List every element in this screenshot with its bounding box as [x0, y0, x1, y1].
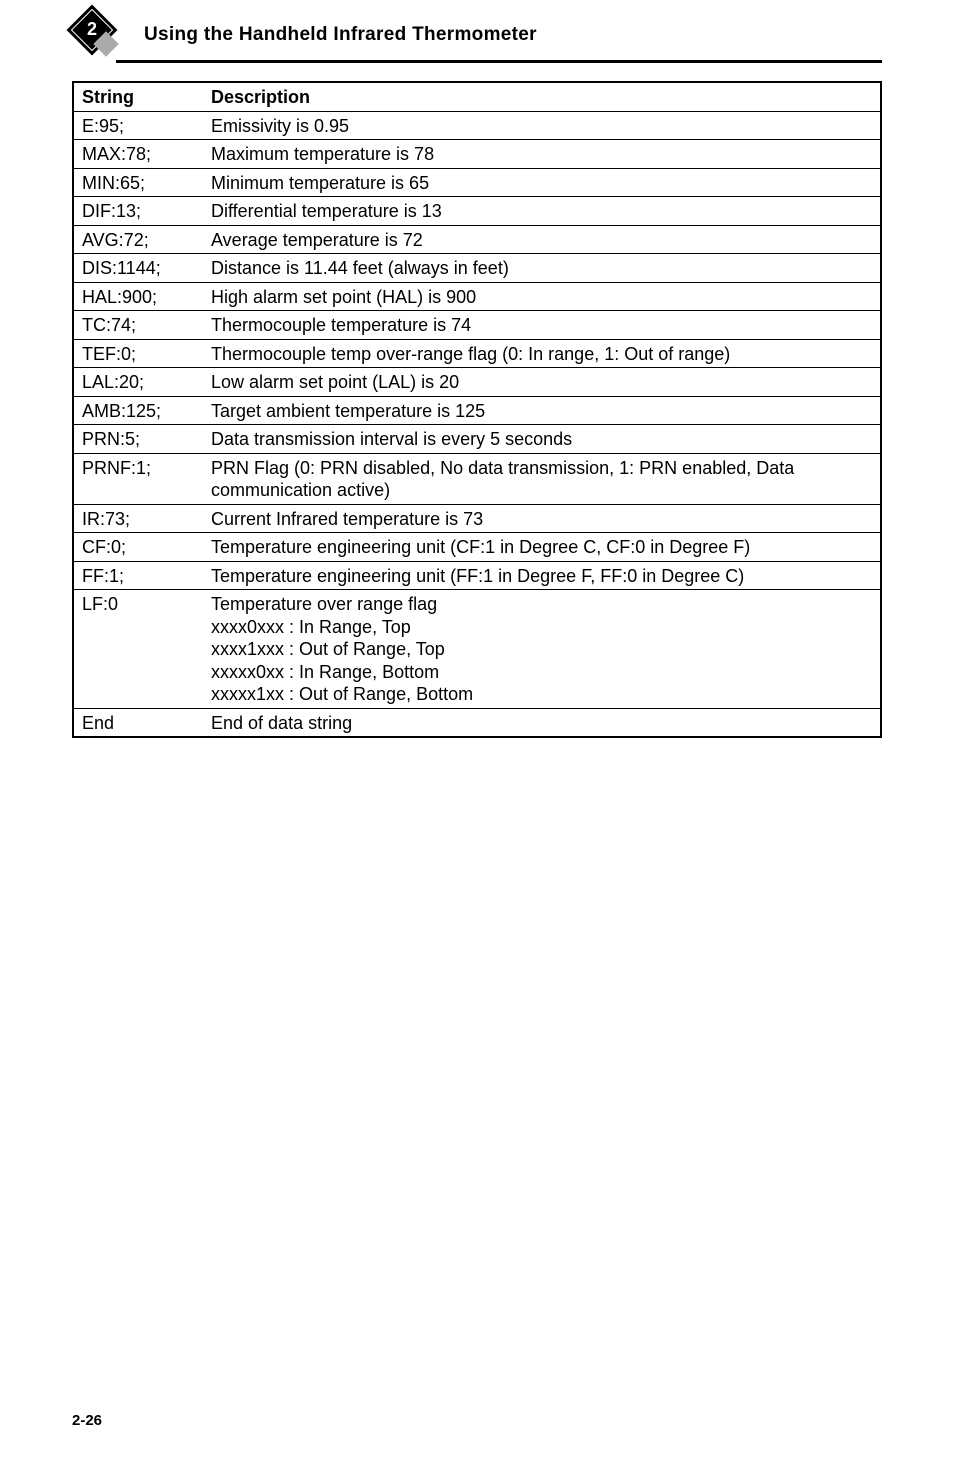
table-row: TEF:0;Thermocouple temp over-range flag … [73, 339, 881, 368]
table-cell-description: Target ambient temperature is 125 [203, 396, 881, 425]
table-cell-string: LF:0 [73, 590, 203, 709]
table-row: TC:74;Thermocouple temperature is 74 [73, 311, 881, 340]
table-row: HAL:900;High alarm set point (HAL) is 90… [73, 282, 881, 311]
table-cell-description: Maximum temperature is 78 [203, 140, 881, 169]
table-row: CF:0;Temperature engineering unit (CF:1 … [73, 533, 881, 562]
section-header: 2 Using the Handheld Infrared Thermomete… [72, 0, 882, 70]
table-cell-string: LAL:20; [73, 368, 203, 397]
table-cell-string: MIN:65; [73, 168, 203, 197]
table-row: PRN:5;Data transmission interval is ever… [73, 425, 881, 454]
table-cell-string: DIF:13; [73, 197, 203, 226]
table-cell-string: AVG:72; [73, 225, 203, 254]
table-row: LAL:20;Low alarm set point (LAL) is 20 [73, 368, 881, 397]
table-cell-string: AMB:125; [73, 396, 203, 425]
table-cell-string: E:95; [73, 111, 203, 140]
table-cell-description: Temperature engineering unit (CF:1 in De… [203, 533, 881, 562]
table-row: IR:73;Current Infrared temperature is 73 [73, 504, 881, 533]
table-cell-string: MAX:78; [73, 140, 203, 169]
table-row: FF:1;Temperature engineering unit (FF:1 … [73, 561, 881, 590]
table-row: LF:0Temperature over range flagxxxx0xxx … [73, 590, 881, 709]
table-cell-description: Thermocouple temp over-range flag (0: In… [203, 339, 881, 368]
description-table: String Description E:95;Emissivity is 0.… [72, 81, 882, 738]
table-cell-string: PRNF:1; [73, 453, 203, 504]
table-cell-string: TC:74; [73, 311, 203, 340]
table-cell-description: Temperature over range flagxxxx0xxx : In… [203, 590, 881, 709]
table-cell-description: Current Infrared temperature is 73 [203, 504, 881, 533]
table-cell-string: PRN:5; [73, 425, 203, 454]
table-cell-description: Differential temperature is 13 [203, 197, 881, 226]
table-row: DIS:1144;Distance is 11.44 feet (always … [73, 254, 881, 283]
table-row: AMB:125;Target ambient temperature is 12… [73, 396, 881, 425]
table-cell-description: PRN Flag (0: PRN disabled, No data trans… [203, 453, 881, 504]
section-number: 2 [87, 19, 97, 40]
page-number: 2-26 [72, 1412, 102, 1429]
table-cell-description: Average temperature is 72 [203, 225, 881, 254]
table-cell-description: Emissivity is 0.95 [203, 111, 881, 140]
table-cell-string: End [73, 708, 203, 737]
table-header-row: String Description [73, 82, 881, 111]
table-row: PRNF:1;PRN Flag (0: PRN disabled, No dat… [73, 453, 881, 504]
table-cell-description: Thermocouple temperature is 74 [203, 311, 881, 340]
table-row: MAX:78;Maximum temperature is 78 [73, 140, 881, 169]
table-cell-string: HAL:900; [73, 282, 203, 311]
section-number-badge: 2 [72, 10, 122, 60]
table-cell-string: IR:73; [73, 504, 203, 533]
table-header-description: Description [203, 82, 881, 111]
table-cell-description: Low alarm set point (LAL) is 20 [203, 368, 881, 397]
table-row: AVG:72;Average temperature is 72 [73, 225, 881, 254]
table-row: EndEnd of data string [73, 708, 881, 737]
table-cell-string: TEF:0; [73, 339, 203, 368]
table-row: MIN:65;Minimum temperature is 65 [73, 168, 881, 197]
table-cell-string: CF:0; [73, 533, 203, 562]
table-cell-description: Distance is 11.44 feet (always in feet) [203, 254, 881, 283]
table-cell-description: Minimum temperature is 65 [203, 168, 881, 197]
section-title: Using the Handheld Infrared Thermometer [144, 24, 537, 46]
table-cell-string: FF:1; [73, 561, 203, 590]
table-cell-description: High alarm set point (HAL) is 900 [203, 282, 881, 311]
table-cell-description: Temperature engineering unit (FF:1 in De… [203, 561, 881, 590]
table-header-string: String [73, 82, 203, 111]
table-cell-string: DIS:1144; [73, 254, 203, 283]
table-cell-description: Data transmission interval is every 5 se… [203, 425, 881, 454]
table-row: DIF:13;Differential temperature is 13 [73, 197, 881, 226]
table-cell-description: End of data string [203, 708, 881, 737]
table-row: E:95;Emissivity is 0.95 [73, 111, 881, 140]
